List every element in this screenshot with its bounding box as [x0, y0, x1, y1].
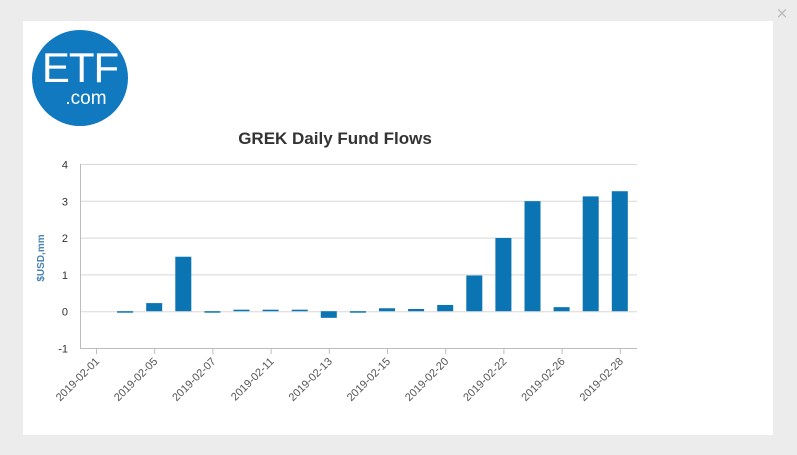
bar[interactable] [320, 311, 337, 318]
x-tick-label: 2019-02-28 [578, 356, 626, 404]
chart-dialog [23, 21, 773, 435]
x-tick-label: 2019-02-11 [229, 356, 277, 404]
bar[interactable] [117, 311, 134, 313]
x-tick-label: 2019-02-01 [54, 356, 102, 404]
bar[interactable] [233, 309, 250, 312]
bar[interactable] [175, 256, 192, 312]
bar[interactable] [437, 304, 454, 312]
y-axis-label: $USD,mm [36, 234, 47, 281]
bar[interactable] [349, 311, 366, 313]
bar[interactable] [466, 275, 483, 312]
chart-title: GREK Daily Fund Flows [238, 129, 432, 148]
bar[interactable] [524, 201, 541, 312]
bar[interactable] [379, 308, 395, 312]
bar[interactable] [553, 307, 570, 312]
y-tick-label: 0 [62, 307, 68, 319]
x-tick-label: 2019-02-15 [345, 356, 393, 404]
x-tick-label: 2019-02-13 [287, 356, 335, 404]
y-tick-label: 4 [62, 160, 68, 172]
x-tick-label: 2019-02-20 [403, 356, 451, 404]
logo-subtext: .com [65, 88, 107, 109]
etf-logo: ETF .com [32, 30, 128, 126]
y-tick-label: 2 [62, 233, 68, 245]
logo-text: ETF [41, 44, 119, 91]
bar[interactable] [204, 311, 221, 313]
bar[interactable] [262, 309, 279, 312]
x-tick-label: 2019-02-26 [519, 356, 567, 404]
x-tick-label: 2019-02-05 [112, 356, 160, 404]
x-tick-label: 2019-02-22 [461, 356, 509, 404]
bar[interactable] [291, 309, 308, 312]
y-tick-label: -1 [58, 344, 68, 356]
bar[interactable] [146, 303, 163, 312]
bar[interactable] [582, 196, 599, 312]
y-tick-label: 3 [62, 196, 68, 208]
close-button[interactable]: × [775, 4, 789, 22]
bar[interactable] [495, 237, 512, 312]
x-tick-label: 2019-02-07 [170, 356, 218, 404]
bar[interactable] [408, 308, 425, 312]
bar[interactable] [611, 191, 628, 312]
y-tick-label: 1 [62, 270, 68, 282]
